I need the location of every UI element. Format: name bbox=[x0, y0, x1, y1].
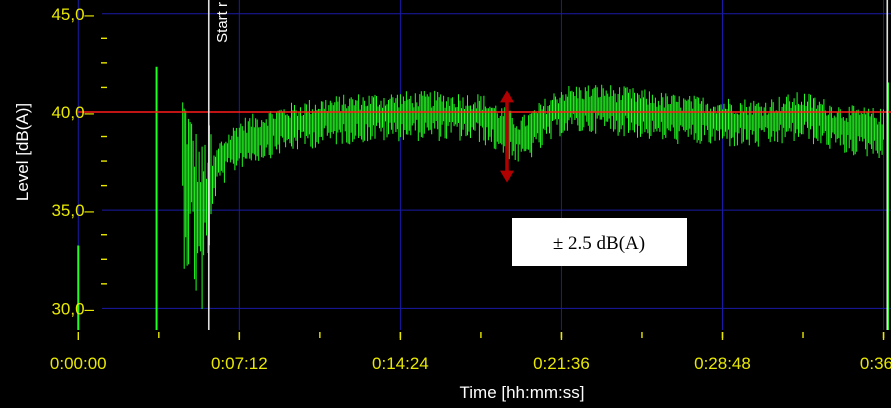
x-tick-label: 0:36:0 bbox=[860, 354, 891, 373]
minor-ticks bbox=[77, 37, 885, 340]
event-markers: Start rStop r bbox=[207, 0, 889, 330]
x-tick-label: 0:28:48 bbox=[694, 354, 751, 373]
event-marker-label: Start r bbox=[214, 2, 231, 43]
signal-trace-path bbox=[182, 84, 884, 309]
x-tick-label: 0:07:12 bbox=[211, 354, 268, 373]
range-arrow-head-down bbox=[500, 170, 515, 183]
x-tick-label: 0:14:24 bbox=[372, 354, 429, 373]
y-tick-label: 30,0– bbox=[51, 299, 94, 318]
y-tick-label: 45,0– bbox=[51, 5, 94, 24]
x-tick-label: 0:21:36 bbox=[533, 354, 590, 373]
range-annotation: ± 2.5 dB(A) bbox=[500, 90, 687, 266]
annotation-text: ± 2.5 dB(A) bbox=[553, 233, 645, 254]
x-tick-label: 0:00:00 bbox=[50, 354, 107, 373]
y-axis-label: Level [dB(A)] bbox=[13, 103, 32, 201]
y-tick-label: 35,0– bbox=[51, 201, 94, 220]
x-axis-label: Time [hh:mm:ss] bbox=[460, 383, 585, 402]
y-tick-labels: 45,0– 40,0– 35,0– 30,0– bbox=[51, 5, 94, 319]
x-tick-labels: 0:00:00 0:07:12 0:14:24 0:21:36 0:28:48 0:36:… bbox=[50, 354, 891, 373]
annotation-box bbox=[512, 218, 687, 266]
y-tick-label: 40,0– bbox=[51, 103, 94, 122]
range-arrow-head-up bbox=[500, 90, 515, 103]
